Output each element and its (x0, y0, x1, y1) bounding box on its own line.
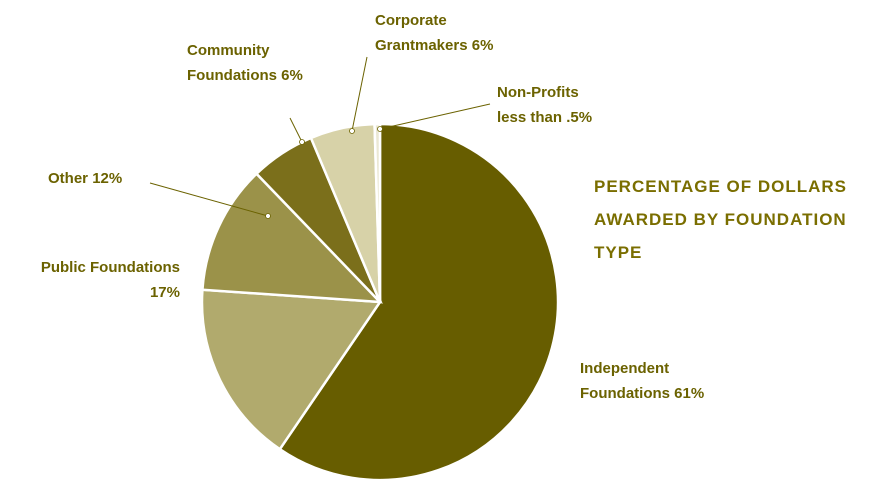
leader-dot (349, 128, 355, 134)
category-name: Independent Foundations (580, 360, 670, 402)
value-label: 12% (92, 170, 123, 187)
leader-dot (299, 139, 305, 145)
slice-label: Public Foundations 17% (30, 255, 180, 305)
leader-dot (265, 213, 271, 219)
pie-slice (200, 288, 383, 451)
value-label: 17% (149, 284, 180, 301)
slice-label: Non-Profits less than .5% (497, 80, 607, 130)
slice-label: Independent Foundations 61% (580, 356, 730, 406)
leader-line (149, 182, 269, 217)
value-label: 6% (281, 67, 303, 84)
category-name: Public Foundations (40, 259, 180, 276)
category-name: Community Foundations (187, 42, 277, 84)
slice-label: Corporate Grantmakers 6% (375, 8, 535, 58)
category-name: Corporate Grantmakers (375, 12, 468, 54)
leader-line (379, 103, 491, 130)
slice-label: Other 12% (48, 166, 168, 191)
pie-slice (201, 171, 384, 304)
pie-slice (373, 122, 382, 303)
value-label: 61% (674, 385, 705, 402)
category-name: Non-Profits (497, 84, 579, 101)
leader-line (289, 117, 303, 143)
pie-slice (278, 122, 560, 481)
leader-line (351, 56, 368, 132)
category-name: Other (48, 170, 89, 187)
slice-label: Community Foundations 6% (187, 38, 322, 88)
value-label: 6% (471, 37, 494, 54)
leader-dot (377, 126, 383, 132)
value-label: less than .5% (497, 109, 593, 126)
chart-title: PERCENTAGE OF DOLLARS AWARDED BY FOUNDAT… (594, 177, 848, 262)
